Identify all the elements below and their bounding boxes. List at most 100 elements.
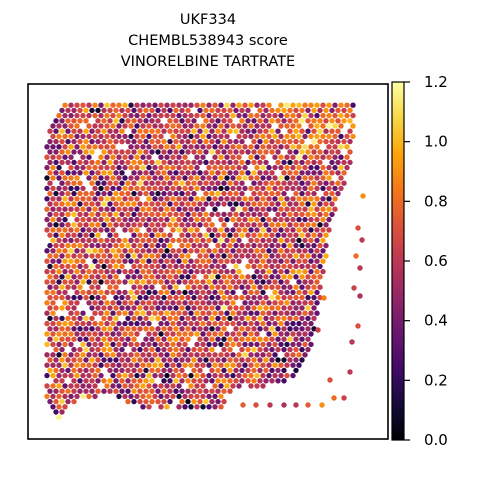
spot: [236, 175, 242, 181]
spot: [269, 180, 275, 186]
spot: [98, 341, 104, 348]
spot: [176, 352, 182, 358]
spot: [122, 341, 128, 348]
spot: [209, 346, 215, 353]
spot: [206, 310, 212, 316]
spot: [71, 284, 77, 290]
spot: [83, 211, 89, 218]
spot: [161, 336, 167, 342]
spot: [44, 268, 50, 275]
spot: [143, 367, 149, 374]
spot: [215, 170, 221, 176]
spot: [116, 206, 122, 212]
spot: [296, 164, 302, 171]
spot: [86, 144, 92, 150]
spot: [65, 107, 71, 114]
spot: [65, 284, 71, 290]
spot: [314, 196, 320, 202]
spot: [119, 222, 125, 228]
spot: [77, 201, 83, 207]
spot: [179, 232, 185, 238]
spot: [275, 305, 281, 311]
spot: [221, 232, 227, 238]
spot: [209, 138, 215, 145]
spot: [116, 248, 122, 254]
spot: [254, 154, 260, 160]
spot: [92, 133, 98, 140]
spot: [281, 201, 287, 207]
spot: [146, 310, 152, 316]
spot: [209, 201, 215, 207]
spot: [80, 112, 86, 119]
spot: [89, 232, 95, 238]
spot: [296, 216, 302, 223]
spot: [95, 326, 101, 332]
spot: [305, 326, 311, 332]
spot: [128, 393, 134, 400]
spot: [131, 201, 137, 207]
spot: [92, 352, 98, 358]
spot: [263, 149, 269, 155]
spot: [65, 149, 71, 155]
spot: [179, 201, 185, 207]
spot: [338, 123, 344, 129]
spot: [299, 253, 305, 259]
spot: [44, 216, 50, 223]
spot: [350, 112, 356, 119]
spot: [131, 326, 137, 332]
spot: [224, 154, 230, 160]
spot: [200, 237, 206, 244]
spot: [236, 268, 242, 275]
spot: [137, 159, 143, 166]
spot: [59, 409, 65, 415]
spot: [351, 285, 357, 291]
spot: [224, 112, 230, 119]
spot: [113, 242, 119, 249]
spot: [167, 263, 173, 270]
spot: [152, 341, 158, 348]
spot: [173, 211, 179, 218]
spot: [179, 263, 185, 270]
spot: [146, 279, 152, 285]
spot: [182, 154, 188, 160]
spot: [122, 175, 128, 181]
spot: [260, 383, 266, 389]
spot: [194, 102, 200, 108]
spot: [77, 315, 83, 322]
spot: [128, 300, 134, 306]
spot: [140, 320, 146, 327]
spot: [197, 336, 203, 342]
spot: [101, 128, 107, 134]
spot: [74, 352, 80, 358]
spot: [140, 341, 146, 348]
spot: [71, 107, 77, 114]
spot: [278, 112, 284, 119]
spot: [128, 164, 134, 171]
spot: [269, 284, 275, 290]
spot: [197, 211, 203, 218]
spot: [98, 196, 104, 202]
spot: [59, 284, 65, 290]
spot: [326, 175, 332, 181]
spot: [317, 263, 323, 270]
spot: [116, 123, 122, 129]
spot: [56, 248, 62, 254]
spot: [74, 279, 80, 285]
spot: [107, 107, 113, 114]
spot: [200, 154, 206, 160]
spot: [173, 294, 179, 301]
spot: [224, 258, 230, 264]
spot: [233, 201, 239, 207]
spot: [251, 242, 257, 249]
spot: [355, 323, 361, 329]
spot: [317, 180, 323, 186]
spot: [167, 357, 173, 363]
spot: [146, 237, 152, 244]
spot: [164, 320, 170, 327]
spot: [71, 232, 77, 238]
spot: [107, 211, 113, 218]
spot: [122, 258, 128, 264]
spot: [305, 211, 311, 218]
spot: [203, 170, 209, 176]
spot: [80, 383, 86, 389]
